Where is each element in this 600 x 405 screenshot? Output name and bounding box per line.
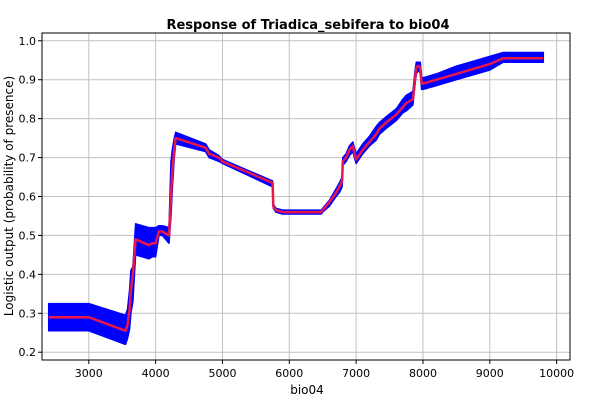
y-axis-label: Logistic output (probability of presence…: [2, 76, 16, 316]
x-tick-label: 5000: [208, 367, 236, 380]
mean-response-layer: [48, 57, 544, 333]
y-tick-label: 1.0: [19, 35, 37, 48]
y-tick-label: 0.8: [19, 113, 37, 126]
y-tick-label: 0.9: [19, 74, 37, 87]
x-tick-label: 4000: [142, 367, 170, 380]
x-tick-label: 6000: [275, 367, 303, 380]
x-tick-label: 8000: [409, 367, 437, 380]
x-tick-label: 3000: [75, 367, 103, 380]
x-tick-label: 7000: [342, 367, 370, 380]
y-tick-label: 0.4: [19, 268, 37, 281]
x-axis-ticks: 3000 4000 5000 6000 7000 8000 9000 10000: [75, 360, 574, 380]
mean-response-line: [48, 57, 544, 333]
chart-title: Response of Triadica_sebifera to bio04: [166, 18, 449, 33]
y-axis-ticks: 0.2 0.3 0.4 0.5 0.6 0.7 0.8 0.9 1.0: [19, 35, 42, 359]
x-axis-label: bio04: [290, 383, 324, 397]
y-tick-label: 0.3: [19, 307, 37, 320]
y-tick-label: 0.7: [19, 152, 37, 165]
confidence-band-layer: [47, 51, 545, 346]
y-tick-label: 0.6: [19, 191, 37, 204]
confidence-band: [47, 51, 545, 346]
x-tick-label: 9000: [476, 367, 504, 380]
y-tick-label: 0.5: [19, 229, 37, 242]
y-tick-label: 0.2: [19, 346, 37, 359]
grid-lines: [42, 33, 570, 360]
x-tick-label: 10000: [539, 367, 574, 380]
